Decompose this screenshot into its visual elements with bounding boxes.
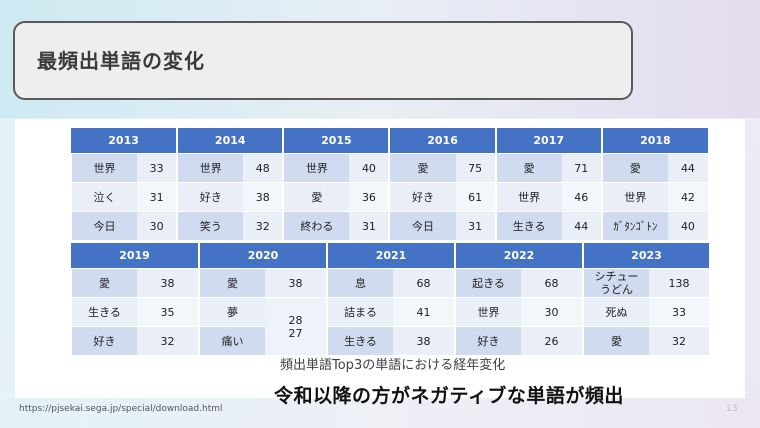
- word-cell: 愛: [198, 268, 265, 298]
- count-cell: 32: [137, 326, 199, 355]
- count-cell: 31: [349, 211, 390, 240]
- count-cell: 32: [649, 326, 709, 355]
- year-header: 2019: [71, 243, 200, 269]
- table-row: 好き 32 痛い 生きる 38 好き 26 愛 32: [70, 326, 709, 355]
- year-header: 2013: [71, 128, 179, 154]
- count-cell: 138: [649, 268, 709, 298]
- word-cell: ｶﾞﾀﾝｺﾞﾄﾝ: [600, 211, 668, 240]
- slide-title: 最頻出単語の変化: [37, 49, 205, 73]
- word-cell: 愛: [600, 153, 668, 183]
- word-cell: 世界: [600, 182, 668, 212]
- word-cell: 好き: [70, 326, 137, 355]
- word-cell: 好き: [454, 326, 521, 355]
- year-header: 2015: [283, 128, 391, 154]
- word-cell: 今日: [388, 211, 456, 240]
- count-cell: 44: [561, 211, 602, 240]
- year-header: 2023: [583, 243, 709, 269]
- table-header-row: 2019 2020 2021 2022 2023: [71, 243, 709, 269]
- year-header: 2014: [177, 128, 285, 154]
- footer-band: [0, 398, 760, 428]
- word-cell: 愛: [70, 268, 137, 298]
- count-cell: 61: [455, 182, 496, 212]
- count-cell: 35: [137, 297, 199, 327]
- word-cell: 愛: [282, 182, 350, 212]
- count-cell: 30: [137, 211, 178, 240]
- year-header: 2017: [495, 128, 603, 154]
- count-cell: 68: [521, 268, 583, 298]
- word-table-2019-2023: 2019 2020 2021 2022 2023 愛 38 愛 38 息 68 起きる…: [70, 243, 709, 355]
- word-cell: 世界: [454, 297, 521, 327]
- word-cell: 泣く: [69, 182, 138, 212]
- word-cell: 愛: [582, 326, 649, 355]
- count-cell: 33: [137, 153, 178, 183]
- count-cell: 41: [393, 297, 455, 327]
- word-cell: 詰まる: [326, 297, 393, 327]
- count-cell: 38: [243, 182, 284, 212]
- word-cell: 愛: [494, 153, 562, 183]
- count-cell: 40: [667, 211, 708, 240]
- count-cell: 68: [393, 268, 455, 298]
- year-header: 2016: [389, 128, 497, 154]
- count-cell: 30: [521, 297, 583, 327]
- table-row: 愛 38 愛 38 息 68 起きる 68 シチュー うどん 138: [70, 268, 709, 298]
- count-cell: 46: [561, 182, 602, 212]
- conclusion-text: 令和以降の方がネガティブな単語が頻出: [274, 385, 624, 407]
- word-table-2013-2018: 2013 2014 2015 2016 2017 2018 世界 33 世界 48 …: [69, 128, 708, 240]
- word-cell: 息: [326, 268, 393, 298]
- count-cell: 71: [561, 153, 602, 183]
- count-cell: 26: [521, 326, 583, 355]
- word-cell: 好き: [388, 182, 456, 212]
- count-cell: 33: [649, 297, 709, 327]
- word-cell: 世界: [494, 182, 562, 212]
- year-header: 2020: [199, 243, 328, 269]
- word-cell: 生きる: [494, 211, 562, 240]
- year-header: 2018: [601, 128, 708, 154]
- page-number: 13: [726, 404, 738, 414]
- source-url: https://pjsekai.sega.jp/special/download…: [19, 404, 223, 414]
- count-cell: 38: [393, 326, 455, 355]
- count-cell: 75: [455, 153, 496, 183]
- word-cell: 今日: [69, 211, 138, 240]
- word-cell: 生きる: [70, 297, 137, 327]
- table-row: 世界 33 世界 48 世界 40 愛 75 愛 71 愛 44: [69, 153, 708, 183]
- word-cell: 生きる: [326, 326, 393, 355]
- table-row: 生きる 35 夢 28 27 詰まる 41 世界 30 死ぬ 33: [70, 297, 709, 355]
- word-cell: 好き: [176, 182, 244, 212]
- word-cell: 笑う: [176, 211, 244, 240]
- count-cell: 40: [349, 153, 390, 183]
- word-cell: 痛い: [198, 326, 265, 355]
- count-cell: 31: [137, 182, 178, 212]
- count-cell: 31: [455, 211, 496, 240]
- table-caption: 頻出単語Top3の単語における経年変化: [280, 358, 506, 373]
- title-box: 最頻出単語の変化: [13, 21, 633, 100]
- table-row: 今日 30 笑う 32 終わる 31 今日 31 生きる 44 ｶﾞﾀﾝｺﾞﾄﾝ 40: [69, 211, 708, 240]
- count-cell: 38: [137, 268, 199, 298]
- count-cell: 42: [667, 182, 708, 212]
- word-cell: シチュー うどん: [582, 268, 649, 298]
- count-cell: 36: [349, 182, 390, 212]
- word-cell: 夢: [198, 297, 265, 327]
- word-cell: 起きる: [454, 268, 521, 298]
- word-cell: 愛: [388, 153, 456, 183]
- word-cell: 終わる: [282, 211, 350, 240]
- year-header: 2022: [455, 243, 584, 269]
- count-cell: 38: [265, 268, 327, 298]
- word-cell: 世界: [69, 153, 138, 183]
- table-row: 泣く 31 好き 38 愛 36 好き 61 世界 46 世界 42: [69, 182, 708, 212]
- word-cell: 死ぬ: [582, 297, 649, 327]
- word-cell: 世界: [282, 153, 350, 183]
- year-header: 2021: [327, 243, 456, 269]
- table-header-row: 2013 2014 2015 2016 2017 2018: [71, 128, 708, 154]
- merged-count-cell: 28 27: [265, 297, 327, 355]
- count-cell: 48: [243, 153, 284, 183]
- word-cell: 世界: [176, 153, 244, 183]
- count-cell: 44: [667, 153, 708, 183]
- count-cell: 32: [243, 211, 284, 240]
